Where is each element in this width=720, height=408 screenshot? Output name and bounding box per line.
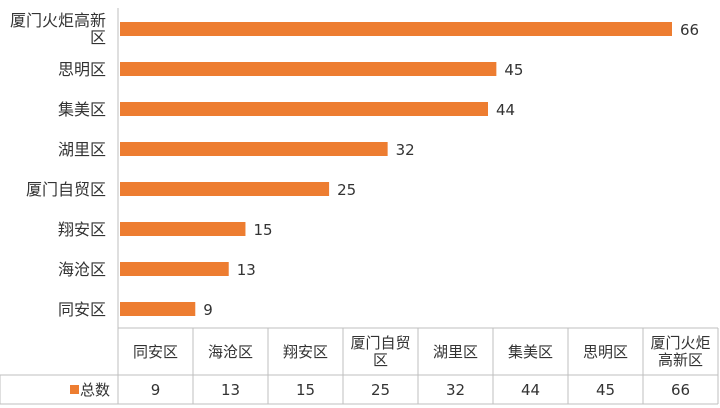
bar [120,262,229,276]
data-label: 13 [237,261,256,279]
bar [120,22,672,36]
table-value: 9 [150,380,161,399]
y-tick-label: 湖里区 [57,139,106,159]
data-label: 25 [337,181,356,199]
table-header: 厦门火炬高新区 [650,334,711,369]
legend-label: 总数 [80,380,111,399]
y-tick-label: 翔安区 [57,219,106,239]
table-header: 同安区 [132,342,178,361]
y-tick-label: 厦门火炬高新区 [9,11,106,47]
table-header: 思明区 [582,342,628,361]
data-label: 44 [496,101,515,119]
data-label: 66 [680,21,699,39]
data-label: 9 [203,301,213,319]
bar [120,102,488,116]
legend-marker [70,385,79,394]
table-header: 集美区 [507,342,553,361]
y-tick-label: 海沧区 [57,259,106,279]
bar [120,302,196,316]
table-value: 15 [295,380,316,399]
table-header: 海沧区 [207,342,253,361]
data-label: 32 [396,141,415,159]
table-value: 25 [370,380,391,399]
table-value: 66 [670,380,691,399]
bar [120,142,388,156]
bar [120,62,497,76]
table-value: 13 [220,380,241,399]
y-tick-label: 思明区 [57,59,106,79]
y-tick-label: 同安区 [57,299,106,319]
table-header: 翔安区 [282,342,328,361]
table-value: 44 [520,380,541,399]
table-header: 湖里区 [432,342,478,361]
data-label: 45 [504,61,523,79]
table-header: 厦门自贸区 [350,334,411,369]
table-value: 45 [595,380,616,399]
table-value: 32 [445,380,466,399]
bar [120,182,330,196]
y-tick-label: 集美区 [57,99,106,119]
bar [120,222,246,236]
data-label: 15 [253,221,272,239]
y-tick-label: 厦门自贸区 [25,179,106,199]
